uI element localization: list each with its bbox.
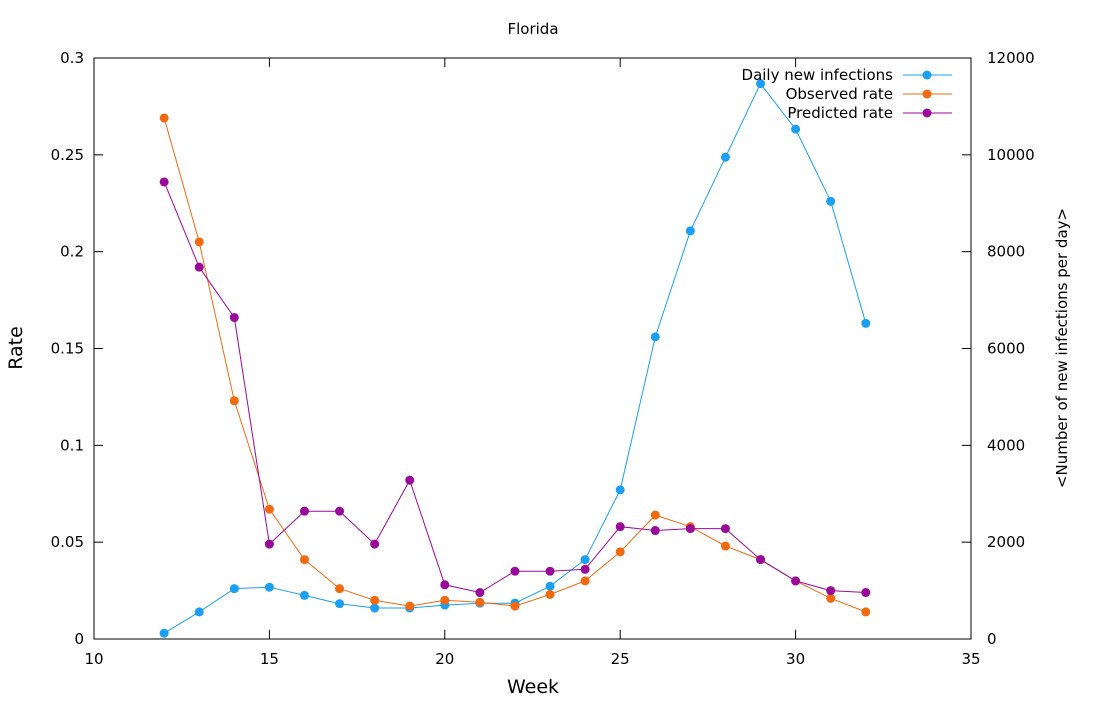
series-0-point xyxy=(756,79,766,89)
series-2-point xyxy=(159,177,169,187)
series-1-point xyxy=(405,601,415,611)
series-2-point xyxy=(580,564,590,574)
x-tick-label: 35 xyxy=(961,650,980,668)
y-tick-label: 0.05 xyxy=(51,533,84,551)
series-2-point xyxy=(229,313,239,323)
x-tick-label: 10 xyxy=(84,650,103,668)
series-line-2 xyxy=(163,181,866,594)
legend-swatch-marker xyxy=(922,70,932,80)
series-0-point xyxy=(791,124,801,134)
series-1-point xyxy=(580,576,590,586)
series-2-point xyxy=(194,262,204,272)
series-1-point xyxy=(264,504,274,514)
legend-label: Observed rate xyxy=(786,85,893,103)
series-1-point xyxy=(650,510,660,520)
y2-tick-label: 12000 xyxy=(987,49,1035,67)
x-tick-label: 30 xyxy=(786,650,805,668)
series-2-point xyxy=(405,475,415,485)
series-0-point xyxy=(370,603,380,613)
series-0-point xyxy=(299,590,309,600)
series-0-point xyxy=(685,226,695,236)
series-0-point xyxy=(615,485,625,495)
series-2-point xyxy=(861,588,871,598)
y2-tick-label: 6000 xyxy=(987,340,1025,358)
series-0-point xyxy=(720,152,730,162)
y-axis-title: Rate xyxy=(5,326,27,370)
y2-tick-label: 10000 xyxy=(987,146,1035,164)
x-tick-label: 20 xyxy=(435,650,454,668)
chart-title: Florida xyxy=(507,20,558,38)
series-2-point xyxy=(685,524,695,534)
legend-label: Predicted rate xyxy=(787,104,893,122)
legend-swatch-marker xyxy=(922,108,932,118)
y-tick-label: 0.3 xyxy=(60,49,84,67)
series-2-point xyxy=(826,586,836,596)
series-2-point xyxy=(615,522,625,532)
series-2-point xyxy=(335,506,345,516)
series-1-point xyxy=(615,547,625,557)
series-0-point xyxy=(580,555,590,565)
series-0-point xyxy=(826,196,836,206)
series-0-point xyxy=(861,318,871,328)
series-2-point xyxy=(720,524,730,534)
series-1-point xyxy=(299,555,309,565)
series-1-point xyxy=(370,595,380,605)
plot-frame xyxy=(93,57,972,640)
series-0-point xyxy=(650,332,660,342)
y-tick-label: 0 xyxy=(74,630,84,648)
y-tick-label: 0.2 xyxy=(60,243,84,261)
y2-tick-label: 8000 xyxy=(987,243,1025,261)
series-1-point xyxy=(861,607,871,617)
series-1-point xyxy=(545,589,555,599)
series-2-point xyxy=(299,506,309,516)
series-1-point xyxy=(440,595,450,605)
y-tick-label: 0.25 xyxy=(51,146,84,164)
plot-area: 10 15 20 25 30 35 0 0.05 0.1 0.15 0.2 0.25 0.3 0 2000 4… xyxy=(51,49,1035,668)
y2-tick-label: 0 xyxy=(987,630,997,648)
series-2-point xyxy=(510,566,520,576)
series-1-point xyxy=(720,541,730,551)
series-1-point xyxy=(826,593,836,603)
series-2-point xyxy=(475,588,485,598)
series-1-point xyxy=(159,113,169,123)
series-line-1 xyxy=(163,117,866,613)
legend-label: Daily new infections xyxy=(742,66,894,84)
y2-tick-label: 2000 xyxy=(987,533,1025,551)
series-0-point xyxy=(545,581,555,591)
x-axis-title: Week xyxy=(507,676,559,698)
series-1-point xyxy=(510,601,520,611)
x-tick-label: 25 xyxy=(611,650,630,668)
series-0-point xyxy=(194,607,204,617)
y2-tick-label: 4000 xyxy=(987,436,1025,454)
y2-axis-title: <Number of new infections per day> xyxy=(1053,208,1071,488)
legend-swatch-marker xyxy=(922,89,932,99)
series-0-point xyxy=(159,628,169,638)
series-2-point xyxy=(756,555,766,565)
series-1-point xyxy=(229,396,239,406)
series-2-point xyxy=(370,539,380,549)
series-2-point xyxy=(650,526,660,536)
series-2-point xyxy=(545,566,555,576)
x-tick-label: 15 xyxy=(260,650,279,668)
series-line-0 xyxy=(163,82,867,634)
series-1-point xyxy=(335,584,345,594)
y-tick-label: 0.15 xyxy=(51,340,84,358)
series-1-point xyxy=(194,237,204,247)
series-1-point xyxy=(475,597,485,607)
series-2-point xyxy=(264,539,274,549)
series-2-point xyxy=(791,576,801,586)
y-tick-label: 0.1 xyxy=(60,436,84,454)
series-0-point xyxy=(264,582,274,592)
series-0-point xyxy=(335,599,345,609)
series-2-point xyxy=(440,580,450,590)
series-0-point xyxy=(229,584,239,594)
